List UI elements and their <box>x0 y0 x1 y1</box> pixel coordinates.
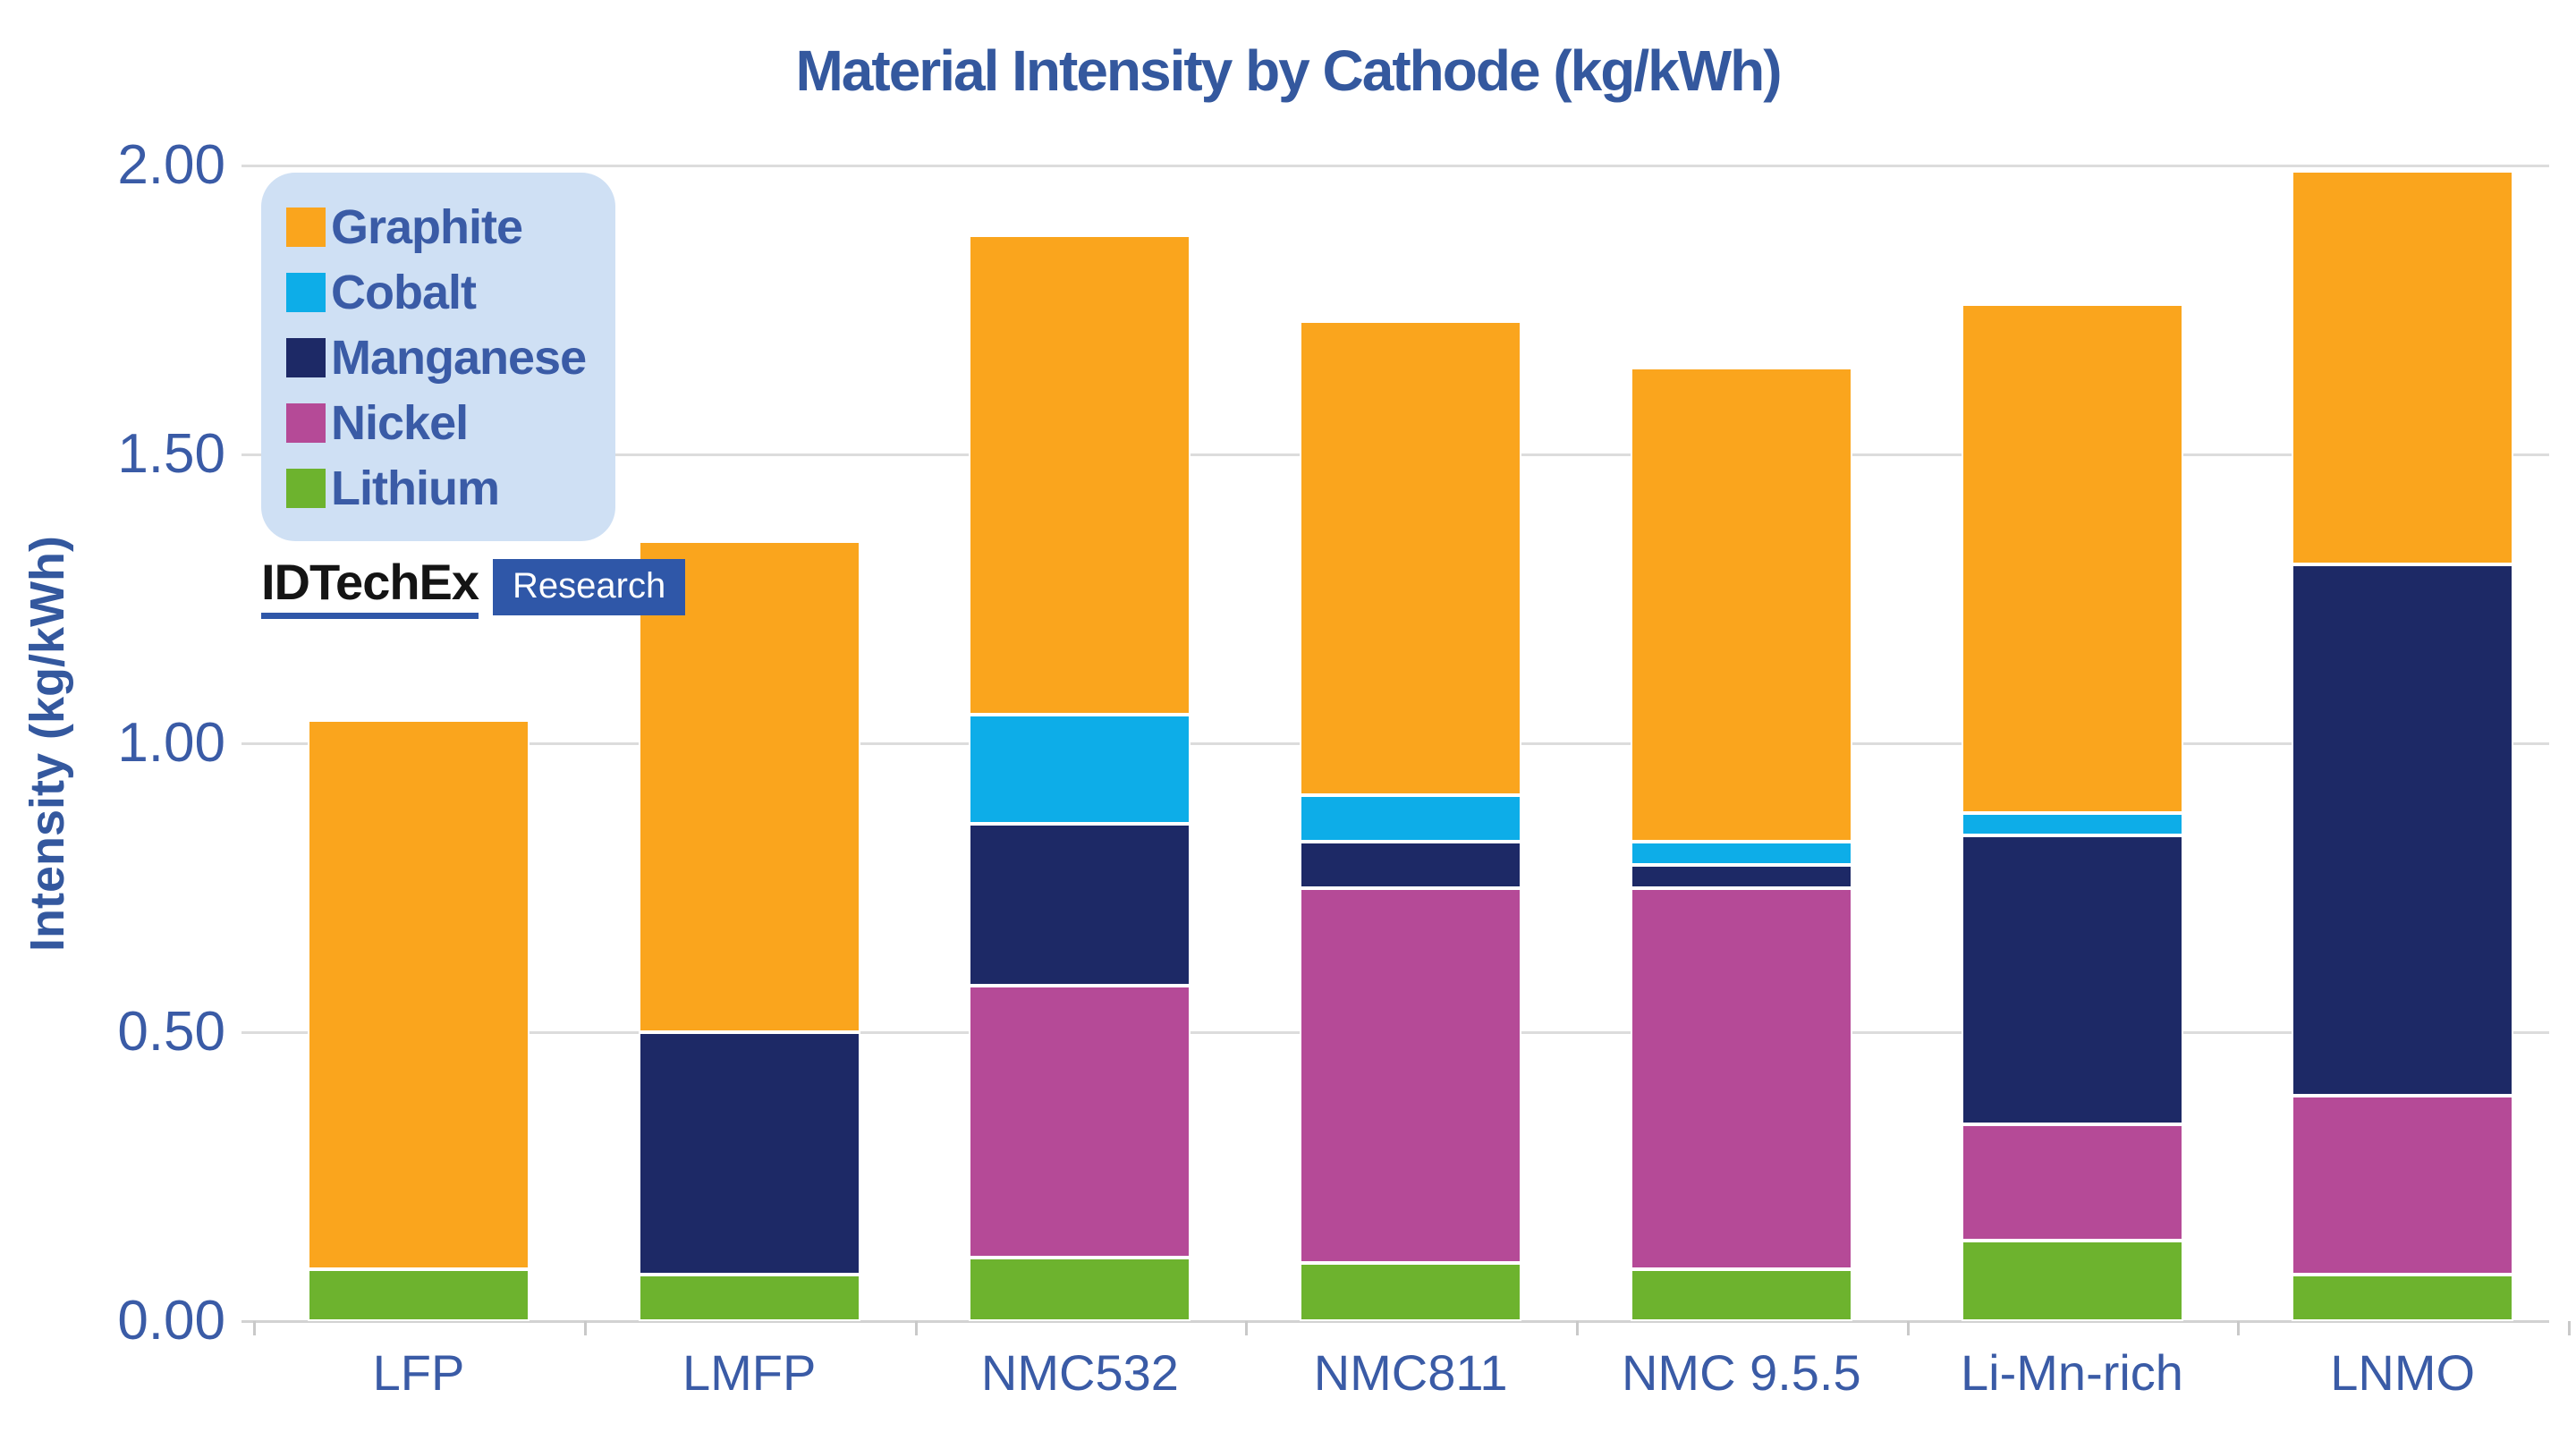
nickel-swatch-icon <box>286 402 326 443</box>
bar-segment-cobalt-NMC811 <box>1300 795 1522 842</box>
bar-segment-nickel-NMC532 <box>969 986 1191 1258</box>
x-label-LNMO: LNMO <box>2330 1344 2476 1401</box>
plot-area <box>242 165 2572 1335</box>
lithium-swatch-icon <box>286 468 326 508</box>
bar-segment-graphite-NMC 9.5.5 <box>1630 368 1852 842</box>
x-axis-tick <box>2237 1321 2241 1335</box>
x-label-LMFP: LMFP <box>682 1344 817 1401</box>
legend-label: Graphite <box>331 199 523 254</box>
y-tick-label: 1.00 <box>117 712 225 774</box>
bar-segment-lithium-Li-Mn-rich <box>1961 1240 2183 1321</box>
bar-segment-cobalt-Li-Mn-rich <box>1961 812 2183 836</box>
bar-segment-nickel-NMC 9.5.5 <box>1630 887 1852 1269</box>
bar-segment-graphite-LNMO <box>2292 171 2514 564</box>
legend-item-nickel: Nickel <box>286 390 615 455</box>
gridline-0.00 <box>242 1320 2549 1323</box>
bar-segment-manganese-LMFP <box>638 1032 860 1275</box>
idtechex-logo: IDTechEx Research <box>261 555 686 619</box>
x-label-Li-Mn-rich: Li-Mn-rich <box>1961 1344 2183 1401</box>
legend-item-cobalt: Cobalt <box>286 259 615 325</box>
y-tick-label: 1.50 <box>117 423 225 485</box>
bar-segment-nickel-NMC811 <box>1300 887 1522 1264</box>
bar-Li-Mn-rich <box>1961 165 2183 1321</box>
chart-title: Material Intensity by Cathode (kg/kWh) <box>795 38 1782 103</box>
legend-label: Nickel <box>331 395 469 450</box>
x-axis-tick <box>1906 1321 1910 1335</box>
bar-NMC 9.5.5 <box>1630 165 1852 1321</box>
bar-segment-graphite-LMFP <box>638 540 860 1032</box>
logo-research-badge: Research <box>493 559 686 616</box>
bar-segment-manganese-Li-Mn-rich <box>1961 835 2183 1125</box>
bar-NMC811 <box>1300 165 1522 1321</box>
bar-LMFP <box>638 165 860 1321</box>
manganese-swatch-icon <box>286 337 326 377</box>
x-label-LFP: LFP <box>372 1344 465 1401</box>
bar-segment-manganese-LNMO <box>2292 564 2514 1097</box>
bar-segment-graphite-LFP <box>308 720 530 1269</box>
legend-label: Lithium <box>331 461 500 515</box>
bar-segment-lithium-LFP <box>308 1268 530 1321</box>
legend-label: Manganese <box>331 330 587 385</box>
graphite-swatch-icon <box>286 207 326 247</box>
cobalt-swatch-icon <box>286 272 326 312</box>
bar-NMC532 <box>969 165 1191 1321</box>
y-tick-label: 2.00 <box>117 134 225 196</box>
legend-label: Cobalt <box>331 265 477 319</box>
logo-brand-text: IDTechEx <box>261 555 479 619</box>
x-label-NMC 9.5.5: NMC 9.5.5 <box>1621 1344 1861 1401</box>
x-axis-tick <box>253 1321 257 1335</box>
bar-segment-manganese-NMC811 <box>1300 841 1522 888</box>
bar-segment-lithium-NMC811 <box>1300 1263 1522 1321</box>
bar-segment-graphite-NMC811 <box>1300 321 1522 796</box>
bar-segment-graphite-NMC532 <box>969 234 1191 715</box>
bar-segment-nickel-LNMO <box>2292 1096 2514 1275</box>
bar-segment-manganese-NMC 9.5.5 <box>1630 864 1852 888</box>
bar-LNMO <box>2292 165 2514 1321</box>
legend: Graphite Cobalt Manganese Nickel Lithium <box>261 173 615 541</box>
bar-segment-lithium-LMFP <box>638 1275 860 1321</box>
bar-segment-nickel-Li-Mn-rich <box>1961 1124 2183 1241</box>
y-tick-label: 0.50 <box>117 1001 225 1063</box>
bar-segment-manganese-NMC532 <box>969 824 1191 987</box>
bar-segment-lithium-LNMO <box>2292 1275 2514 1321</box>
x-axis-tick <box>2568 1321 2572 1335</box>
bar-LFP <box>308 165 530 1321</box>
x-label-NMC811: NMC811 <box>1313 1344 1508 1401</box>
gridline-2.00 <box>242 165 2549 167</box>
y-tick-label: 0.00 <box>117 1290 225 1352</box>
bar-segment-cobalt-NMC532 <box>969 714 1191 825</box>
bar-segment-cobalt-NMC 9.5.5 <box>1630 841 1852 865</box>
x-axis-tick <box>1575 1321 1579 1335</box>
bar-segment-lithium-NMC 9.5.5 <box>1630 1268 1852 1321</box>
bar-segment-lithium-NMC532 <box>969 1257 1191 1321</box>
legend-item-graphite: Graphite <box>286 194 615 259</box>
legend-item-manganese: Manganese <box>286 325 615 390</box>
x-axis-tick <box>583 1321 587 1335</box>
legend-item-lithium: Lithium <box>286 455 615 521</box>
x-axis-tick <box>1245 1321 1249 1335</box>
bar-segment-graphite-Li-Mn-rich <box>1961 304 2183 813</box>
x-axis-tick <box>914 1321 918 1335</box>
x-label-NMC532: NMC532 <box>980 1344 1179 1401</box>
